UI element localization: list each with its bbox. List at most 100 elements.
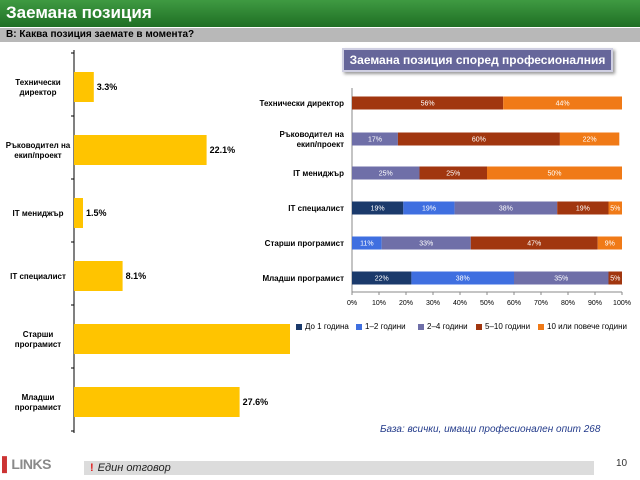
logo-text: LINKS <box>11 456 51 472</box>
segment-3-0 <box>352 96 504 110</box>
footer-note: ! Един отговор <box>90 462 171 474</box>
exclamation-icon: ! <box>90 462 94 474</box>
category-label-5: Младши <box>22 393 55 402</box>
segment-2-3 <box>454 201 558 215</box>
segment-label-1-4: 11% <box>360 241 374 248</box>
value-label-3: 8.1% <box>126 271 147 281</box>
segment-3-3 <box>557 201 609 215</box>
segment-3-4 <box>470 236 598 250</box>
segment-label-1-5: 38% <box>456 276 470 283</box>
segment-label-3-4: 47% <box>527 241 541 248</box>
segment-label-2-3: 38% <box>499 206 513 213</box>
category-label-1: екип/проект <box>14 151 61 160</box>
row-label-2: IT мениджър <box>293 169 344 178</box>
segment-label-0-3: 19% <box>371 206 385 213</box>
x-tick-label-9: 90% <box>588 300 602 307</box>
segment-3-2 <box>419 166 487 180</box>
category-label-4: програмист <box>15 340 62 349</box>
legend-swatch-4 <box>538 323 544 330</box>
row-label-5: Младши програмист <box>262 274 344 283</box>
segment-4-4 <box>597 236 622 250</box>
segment-2-5 <box>514 271 609 285</box>
legend-item-0: До 1 година <box>296 322 349 331</box>
legend-item-4: 10 или повече години <box>538 322 627 331</box>
segment-label-3-3: 19% <box>576 206 590 213</box>
x-tick-label-10: 100% <box>613 300 631 307</box>
x-tick-label-2: 20% <box>399 300 413 307</box>
segment-1-5 <box>411 271 514 285</box>
segment-label-4-2: 50% <box>547 171 561 178</box>
legend-item-2: 2–4 години <box>418 322 468 331</box>
segment-label-3-2: 25% <box>446 171 460 178</box>
bar-5 <box>74 387 240 417</box>
category-label-3: IT специалист <box>10 272 66 281</box>
legend-label-2: 2–4 години <box>427 322 468 331</box>
bar-2 <box>74 198 83 228</box>
segment-label-3-5: 5% <box>610 276 620 283</box>
logo-mark-icon: ▌ <box>2 456 12 472</box>
x-tick-label-8: 80% <box>561 300 575 307</box>
segment-4-1 <box>559 132 620 146</box>
segment-2-2 <box>352 166 420 180</box>
x-tick-label-1: 10% <box>372 300 386 307</box>
right-chart-title: Заемана позиция според професионалния оп… <box>342 48 613 87</box>
category-label-0: Технически <box>15 78 60 87</box>
segment-3-5 <box>608 271 622 285</box>
segment-label-3-0: 56% <box>421 101 435 108</box>
segment-1-3 <box>403 201 455 215</box>
legend-label-1: 1–2 години <box>365 322 406 331</box>
legend-item-1: 1–2 години <box>356 322 406 331</box>
links-logo: ▌LINKS <box>2 456 51 472</box>
bar-4 <box>74 324 290 354</box>
segment-1-4 <box>352 236 382 250</box>
segment-4-0 <box>503 96 622 110</box>
segment-label-4-0: 44% <box>556 101 570 108</box>
page-title: Заемана позиция <box>6 3 152 22</box>
segment-label-2-1: 17% <box>368 137 382 144</box>
row-label-1: екип/проект <box>297 140 344 149</box>
segment-3-1 <box>397 132 560 146</box>
legend-swatch-2 <box>418 323 424 330</box>
right-stacked-chart: 0% 10% 20% 30% 40% 50% 60% 70% 80% 90% 100% 56% 44% Т… <box>259 88 631 307</box>
x-tick-label-5: 50% <box>480 300 494 307</box>
segment-label-0-5: 22% <box>375 276 389 283</box>
segment-label-2-5: 35% <box>554 276 568 283</box>
legend-swatch-3 <box>476 323 482 330</box>
category-label-1: Ръководител на <box>6 141 71 150</box>
legend-item-3: 5–10 години <box>476 322 530 331</box>
value-label-1: 22.1% <box>210 145 236 155</box>
value-label-2: 1.5% <box>86 208 107 218</box>
bar-3 <box>74 261 123 291</box>
segment-label-4-1: 22% <box>583 137 597 144</box>
x-tick-label-4: 40% <box>453 300 467 307</box>
legend-swatch-0 <box>296 323 302 330</box>
category-label-5: програмист <box>15 403 62 412</box>
category-label-2: IT мениджър <box>13 209 64 218</box>
row-label-0: Технически директор <box>259 99 344 108</box>
legend-label-0: До 1 година <box>305 322 349 331</box>
segment-0-3 <box>352 201 404 215</box>
segment-0-5 <box>352 271 412 285</box>
legend-label-3: 5–10 години <box>485 322 531 331</box>
footer-bar <box>84 461 594 475</box>
x-tick-label-6: 60% <box>507 300 521 307</box>
segment-2-1 <box>352 132 398 146</box>
segment-4-3 <box>608 201 622 215</box>
bar-1 <box>74 135 207 165</box>
right-chart-legend: До 1 година 1–2 години 2–4 години 5–10 годи… <box>290 322 630 336</box>
x-tick-label-7: 70% <box>534 300 548 307</box>
question-text: B: Каква позиция заемате в момента? <box>6 29 195 40</box>
segment-label-1-3: 19% <box>422 206 436 213</box>
category-label-4: Старши <box>23 330 54 339</box>
value-label-0: 3.3% <box>97 82 118 92</box>
base-note: База: всички, имащи професионален опит 2… <box>380 424 601 435</box>
segment-4-2 <box>487 166 622 180</box>
row-label-1: Ръководител на <box>280 130 345 139</box>
segment-label-2-4: 33% <box>419 241 433 248</box>
row-label-3: IT специалист <box>288 204 344 213</box>
bar-0 <box>74 72 94 102</box>
page-number: 10 <box>616 458 628 469</box>
footer-text: Един отговор <box>97 462 171 474</box>
legend-swatch-1 <box>356 323 362 330</box>
